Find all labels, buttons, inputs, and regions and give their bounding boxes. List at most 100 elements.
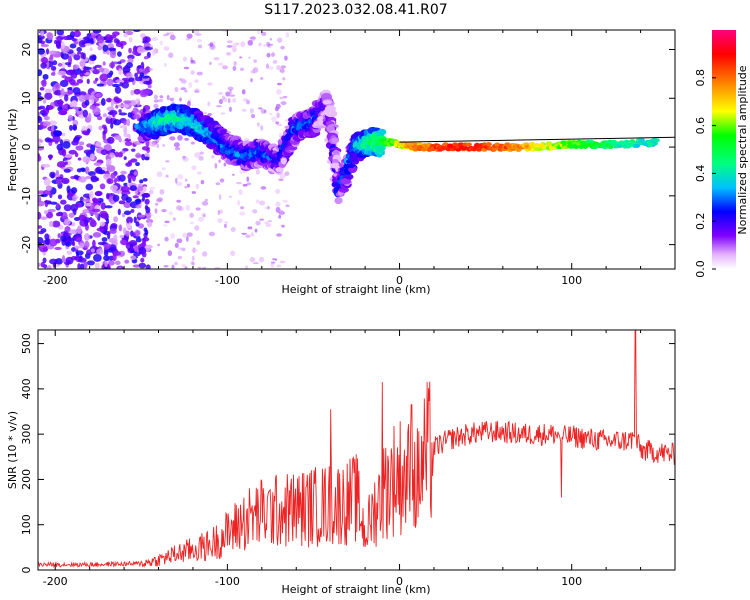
heatmap-cell xyxy=(47,208,56,213)
heatmap-cell xyxy=(89,55,97,62)
heatmap-cell xyxy=(168,52,174,59)
heatmap-cell xyxy=(71,100,78,107)
heatmap-cell xyxy=(43,200,52,204)
heatmap-cell xyxy=(442,142,449,147)
heatmap-cell xyxy=(282,200,288,203)
heatmap-cell xyxy=(159,40,163,46)
heatmap-cell xyxy=(85,202,92,207)
heatmap-cell xyxy=(157,243,161,247)
heatmap-cell xyxy=(121,212,126,218)
heatmap-cell xyxy=(90,175,99,183)
heatmap-cell xyxy=(40,30,45,37)
heatmap-cell xyxy=(88,112,92,121)
heatmap-cell xyxy=(135,198,142,205)
heatmap-cell xyxy=(80,51,85,59)
heatmap-cell xyxy=(76,46,82,52)
heatmap-cell xyxy=(57,62,63,67)
heatmap-cell xyxy=(165,174,169,178)
heatmap-cell xyxy=(345,173,354,180)
heatmap-cell xyxy=(60,235,67,242)
heatmap-cell xyxy=(123,210,132,216)
heatmap-cell xyxy=(43,178,51,186)
heatmap-cell xyxy=(128,77,135,82)
heatmap-cell xyxy=(117,61,122,65)
heatmap-cell xyxy=(150,48,157,54)
heatmap-cell xyxy=(107,136,115,144)
heatmap-cell xyxy=(268,66,274,70)
heatmap-cell xyxy=(220,112,226,115)
heatmap-cell xyxy=(85,183,94,191)
heatmap-cell xyxy=(132,264,140,268)
heatmap-cell xyxy=(197,216,204,222)
heatmap-cell xyxy=(69,124,74,131)
heatmap-cell xyxy=(190,261,195,266)
heatmap-cell xyxy=(92,69,100,75)
heatmap-cell xyxy=(217,218,223,223)
heatmap-cell xyxy=(126,216,133,224)
heatmap-cell xyxy=(119,239,127,245)
heatmap-cell xyxy=(103,126,108,135)
heatmap-cell xyxy=(193,30,200,36)
heatmap-cell xyxy=(279,96,284,100)
heatmap-cell xyxy=(529,142,536,147)
heatmap-cell xyxy=(186,33,193,39)
heatmap-cell xyxy=(280,68,285,74)
heatmap-cell xyxy=(169,136,176,141)
heatmap-cell xyxy=(180,87,187,91)
heatmap-cell xyxy=(104,40,113,44)
heatmap-cell xyxy=(84,99,90,106)
heatmap-cell xyxy=(285,32,290,38)
heatmap-cell xyxy=(70,187,78,194)
heatmap-cell xyxy=(42,97,47,104)
heatmap-cell xyxy=(174,86,179,93)
heatmap-cell xyxy=(161,208,167,213)
heatmap-cell xyxy=(112,119,122,126)
heatmap-cell xyxy=(64,94,69,102)
heatmap-cell xyxy=(269,37,273,41)
heatmap-cell xyxy=(48,220,54,227)
heatmap-cell xyxy=(139,72,145,77)
heatmap-cell xyxy=(156,171,163,178)
heatmap-cell xyxy=(264,221,270,225)
heatmap-cell xyxy=(276,112,280,119)
heatmap-cell xyxy=(128,222,132,229)
heatmap-cell xyxy=(275,167,284,173)
spectrogram-y-axis-label: Frequency (Hz) xyxy=(6,109,19,192)
heatmap-cell xyxy=(163,63,167,67)
snr-plot-area xyxy=(38,330,675,570)
heatmap-cell xyxy=(73,30,81,38)
heatmap-cell xyxy=(309,131,317,137)
heatmap-cell xyxy=(87,37,94,42)
heatmap-cell xyxy=(170,233,176,239)
heatmap-cell xyxy=(250,78,253,83)
colorbar-tick-label: 0.6 xyxy=(694,117,707,135)
heatmap-cell xyxy=(82,109,89,118)
colorbar-label: Normalized spectral amplitude xyxy=(736,65,749,234)
heatmap-cell xyxy=(117,208,121,216)
heatmap-cell xyxy=(274,258,278,261)
heatmap-cell xyxy=(51,220,61,228)
heatmap-cell xyxy=(275,188,281,194)
heatmap-cell xyxy=(112,113,116,118)
heatmap-cell xyxy=(282,95,288,99)
heatmap-cell xyxy=(38,142,41,147)
heatmap-cell xyxy=(73,136,81,141)
heatmap-cell xyxy=(127,133,131,140)
heatmap-cell xyxy=(222,95,225,101)
heatmap-cell xyxy=(204,198,209,202)
heatmap-cell xyxy=(38,153,41,162)
heatmap-cell xyxy=(76,51,82,55)
heatmap-cell xyxy=(175,177,178,184)
heatmap-cell xyxy=(137,214,146,218)
heatmap-cell xyxy=(256,199,260,204)
heatmap-cell xyxy=(638,138,645,143)
heatmap-cell xyxy=(38,225,43,229)
heatmap-cell xyxy=(195,207,201,211)
heatmap-cell xyxy=(97,169,106,174)
heatmap-cell xyxy=(133,88,142,95)
heatmap-cell xyxy=(143,55,149,60)
heatmap-cell xyxy=(123,126,128,135)
heatmap-cell xyxy=(144,204,149,210)
heatmap-cell xyxy=(194,88,200,92)
heatmap-cell xyxy=(377,128,387,136)
